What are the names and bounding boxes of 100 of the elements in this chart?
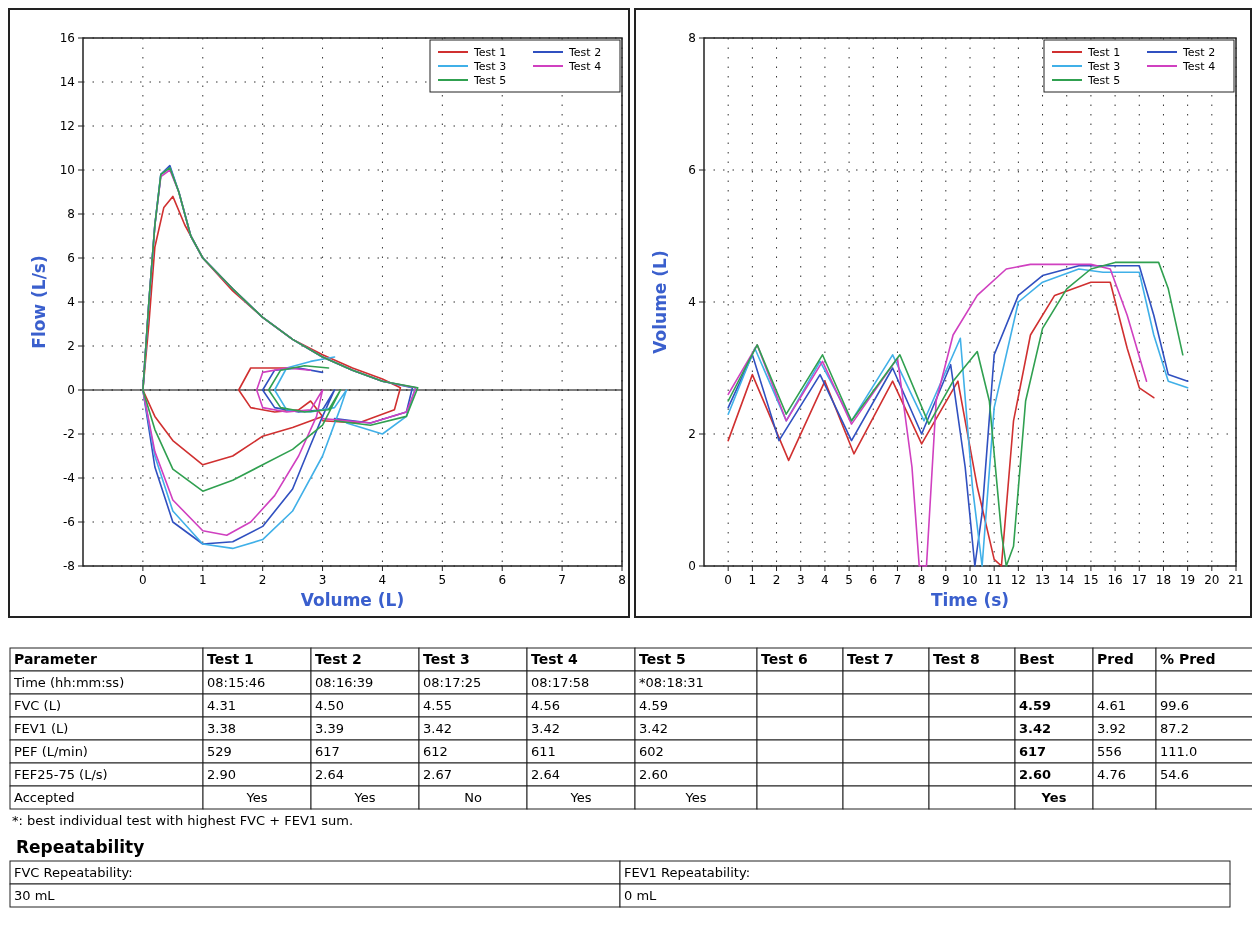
y-tick-label: 8 bbox=[688, 31, 696, 45]
y-tick-label: 6 bbox=[67, 251, 75, 265]
legend-label: Test 3 bbox=[473, 60, 507, 73]
y-tick-label: 16 bbox=[59, 31, 75, 45]
y-tick-label: 2 bbox=[688, 427, 696, 441]
x-tick-label: 17 bbox=[1131, 573, 1147, 587]
x-tick-label: 8 bbox=[917, 573, 926, 587]
x-tick-label: 0 bbox=[724, 573, 732, 587]
x-tick-label: 7 bbox=[558, 573, 566, 587]
text: 3.92 bbox=[1097, 721, 1126, 736]
text: 3.42 bbox=[531, 721, 560, 736]
x-tick-label: 2 bbox=[258, 573, 267, 587]
x-tick-label: 18 bbox=[1155, 573, 1172, 587]
legend-label: Test 4 bbox=[568, 60, 602, 73]
y-axis-title: Volume (L) bbox=[650, 250, 670, 354]
text: 3.42 bbox=[1019, 721, 1052, 736]
text: 4.50 bbox=[315, 698, 344, 713]
x-tick-label: 5 bbox=[438, 573, 447, 587]
text: 2.64 bbox=[315, 767, 344, 782]
x-tick-label: 12 bbox=[1010, 573, 1026, 587]
text: FVC Repeatability: bbox=[14, 865, 133, 880]
text: 602 bbox=[639, 744, 664, 759]
x-tick-label: 8 bbox=[618, 573, 626, 587]
text: 4.56 bbox=[531, 698, 560, 713]
legend-label: Test 2 bbox=[1182, 46, 1216, 59]
category-label: FEV1 (L) bbox=[14, 721, 69, 736]
x-tick-label: 7 bbox=[893, 573, 902, 587]
category-label: PEF (L/min) bbox=[14, 744, 88, 759]
x-tick-label: 1 bbox=[198, 573, 207, 587]
x-tick-label: 5 bbox=[845, 573, 853, 587]
text: 08:16:39 bbox=[315, 675, 374, 690]
x-tick-label: 2 bbox=[772, 573, 781, 587]
text: 617 bbox=[315, 744, 340, 759]
text: 4.55 bbox=[423, 698, 452, 713]
text: 4.31 bbox=[207, 698, 236, 713]
text: 612 bbox=[423, 744, 448, 759]
x-tick-label: 6 bbox=[869, 573, 878, 587]
x-axis-title: Volume (L) bbox=[300, 590, 405, 610]
category-label: Best bbox=[1019, 651, 1055, 667]
legend-label: Test 3 bbox=[1087, 60, 1121, 73]
text: 0 mL bbox=[624, 888, 658, 903]
legend-label: Test 2 bbox=[568, 46, 602, 59]
y-tick-label: 12 bbox=[59, 119, 75, 133]
category-label: Test 8 bbox=[933, 651, 980, 667]
legend-label: Test 5 bbox=[1087, 74, 1121, 87]
y-tick-label: -2 bbox=[63, 427, 75, 441]
x-tick-label: 21 bbox=[1228, 573, 1244, 587]
text: 54.6 bbox=[1160, 767, 1189, 782]
x-tick-label: 0 bbox=[139, 573, 147, 587]
text: 111.0 bbox=[1160, 744, 1198, 759]
x-tick-label: 1 bbox=[748, 573, 757, 587]
y-tick-label: 4 bbox=[67, 295, 75, 309]
text: FEV1 Repeatability: bbox=[624, 865, 751, 880]
text: 617 bbox=[1019, 744, 1047, 759]
text: 2.60 bbox=[1019, 767, 1052, 782]
text: *08:18:31 bbox=[639, 675, 704, 690]
x-tick-label: 4 bbox=[821, 573, 829, 587]
category-label: Test 1 bbox=[207, 651, 254, 667]
category-label: Test 6 bbox=[761, 651, 808, 667]
y-tick-label: -6 bbox=[63, 515, 75, 529]
category-label: Parameter bbox=[14, 651, 97, 667]
x-tick-label: 3 bbox=[796, 573, 805, 587]
x-tick-label: 9 bbox=[942, 573, 950, 587]
text: 3.38 bbox=[207, 721, 236, 736]
text: 4.61 bbox=[1097, 698, 1126, 713]
text: 2.60 bbox=[639, 767, 668, 782]
text: 87.2 bbox=[1160, 721, 1189, 736]
text: 3.42 bbox=[639, 721, 668, 736]
text: Yes bbox=[685, 790, 707, 805]
category-label: Test 7 bbox=[847, 651, 894, 667]
category-label: Test 2 bbox=[315, 651, 362, 667]
y-tick-label: 2 bbox=[67, 339, 75, 353]
y-tick-label: -4 bbox=[63, 471, 75, 485]
x-tick-label: 16 bbox=[1107, 573, 1123, 587]
text: Yes bbox=[246, 790, 268, 805]
category-label: Test 5 bbox=[639, 651, 686, 667]
x-tick-label: 10 bbox=[962, 573, 978, 587]
text: 2.90 bbox=[207, 767, 236, 782]
text: 08:17:25 bbox=[423, 675, 482, 690]
text: 08:15:46 bbox=[207, 675, 266, 690]
x-tick-label: 11 bbox=[986, 573, 1002, 587]
x-tick-label: 3 bbox=[318, 573, 327, 587]
category-label: Test 4 bbox=[531, 651, 579, 667]
text: No bbox=[464, 790, 482, 805]
category-label: % Pred bbox=[1160, 651, 1216, 667]
text: 556 bbox=[1097, 744, 1122, 759]
text: 2.64 bbox=[531, 767, 560, 782]
text: 529 bbox=[207, 744, 232, 759]
text: Repeatability bbox=[16, 837, 145, 857]
y-tick-label: 14 bbox=[59, 75, 75, 89]
y-tick-label: 10 bbox=[59, 163, 75, 177]
x-tick-label: 14 bbox=[1059, 573, 1075, 587]
text: *: best individual test with highest FVC + FEV1 sum. bbox=[12, 813, 354, 828]
x-tick-label: 6 bbox=[498, 573, 507, 587]
legend-label: Test 4 bbox=[1182, 60, 1216, 73]
x-tick-label: 4 bbox=[378, 573, 387, 587]
category-label: FEF25-75 (L/s) bbox=[14, 767, 108, 782]
y-tick-label: 6 bbox=[688, 163, 696, 177]
category-label: Time (hh:mm:ss) bbox=[14, 675, 125, 690]
category-label: Pred bbox=[1097, 651, 1134, 667]
